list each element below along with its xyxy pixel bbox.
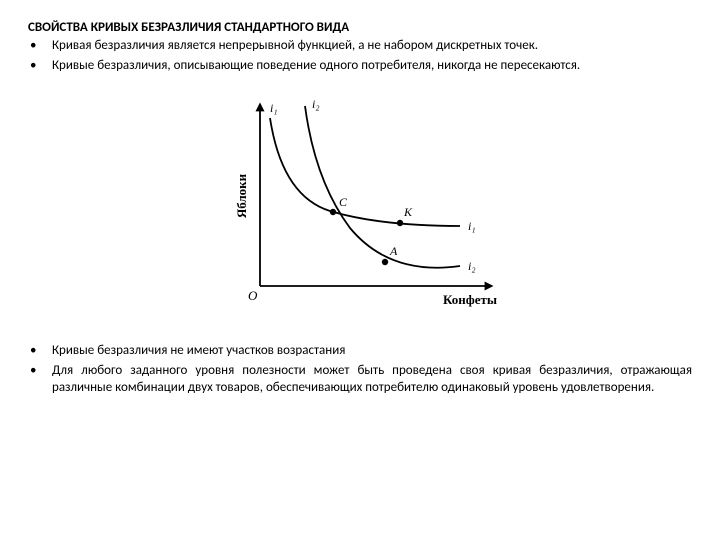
list-item: • Кривая безразличия является непрерывно… (28, 37, 692, 55)
chart-container: O Конфеты Яблоки i₁ i₁ i₂ i₂ C K A (28, 86, 692, 326)
list-item: • Кривые безразличия не имеют участков в… (28, 342, 692, 360)
bullet-marker: • (28, 57, 52, 75)
curve-label-i1-start: i₁ (270, 101, 278, 115)
bullet-text: Кривая безразличия является непрерывной … (52, 37, 692, 55)
point-label-A: A (389, 244, 398, 258)
page-title: СВОЙСТВА КРИВЫХ БЕЗРАЗЛИЧИЯ СТАНДАРТНОГО… (28, 20, 692, 35)
x-axis-label: Конфеты (443, 292, 497, 307)
list-item: • Для любого заданного уровня полезности… (28, 362, 692, 397)
y-axis-label: Яблоки (234, 173, 249, 218)
point-A (382, 259, 388, 265)
curve-i2 (305, 106, 460, 268)
curve-i1 (270, 118, 460, 226)
curve-label-i2-end: i₂ (468, 259, 476, 273)
indifference-curves-chart: O Конфеты Яблоки i₁ i₁ i₂ i₂ C K A (210, 86, 510, 326)
bullet-marker: • (28, 342, 52, 360)
bullets-top: • Кривая безразличия является непрерывно… (28, 37, 692, 74)
bullet-marker: • (28, 362, 52, 397)
point-C (330, 209, 336, 215)
point-label-C: C (339, 195, 348, 209)
list-item: • Кривые безразличия, описывающие поведе… (28, 57, 692, 75)
bullets-bottom: • Кривые безразличия не имеют участков в… (28, 342, 692, 397)
curve-label-i2-start: i₂ (312, 97, 320, 111)
bullet-text: Для любого заданного уровня полезности м… (52, 362, 692, 397)
point-K (397, 220, 403, 226)
curve-label-i1-end: i₁ (468, 219, 476, 233)
point-label-K: K (403, 205, 413, 219)
bullet-text: Кривые безразличия не имеют участков воз… (52, 342, 692, 360)
origin-label: O (248, 288, 258, 303)
bullet-marker: • (28, 37, 52, 55)
bullet-text: Кривые безразличия, описывающие поведени… (52, 57, 692, 75)
